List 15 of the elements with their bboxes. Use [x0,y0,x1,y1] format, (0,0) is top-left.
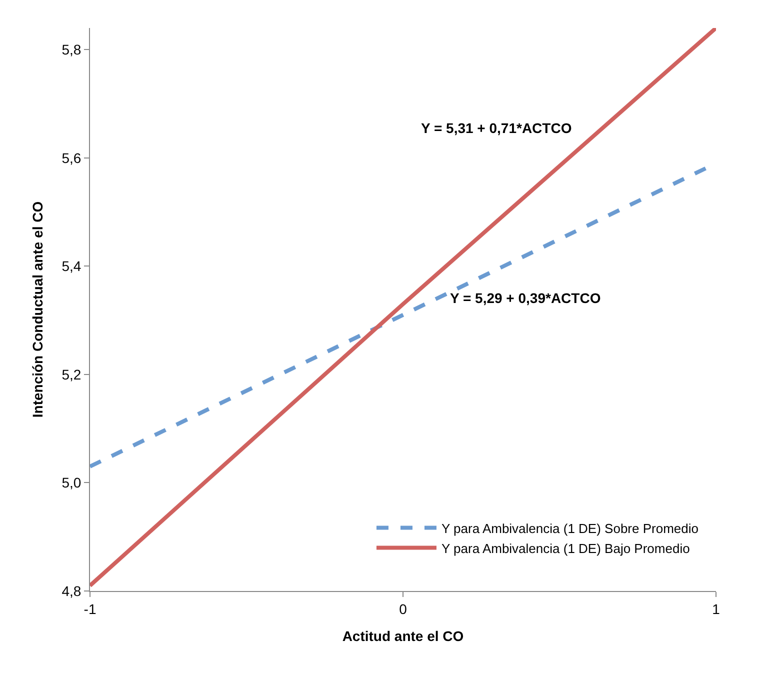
y-tick-label: 5,0 [62,474,82,491]
legend-label: Y para Ambivalencia (1 DE) Bajo Promedio [441,540,690,556]
y-tick-label: 5,6 [62,150,82,166]
x-tick-label: 1 [712,600,720,617]
x-tick-label: -1 [84,600,96,617]
legend-label: Y para Ambivalencia (1 DE) Sobre Promedio [441,520,698,536]
annotation: Y = 5,29 + 0,39*ACTCO [450,290,601,306]
y-tick-label: 4,8 [62,582,82,599]
y-axis-title: Intención Conductual ante el CO [29,201,46,418]
y-tick-label: 5,2 [62,366,82,382]
annotation: Y = 5,31 + 0,71*ACTCO [421,120,572,136]
x-axis-title: Actitud ante el CO [342,628,464,644]
y-tick-label: 5,8 [62,42,82,58]
x-tick-label: 0 [399,600,408,617]
y-tick-label: 5,4 [62,258,82,274]
